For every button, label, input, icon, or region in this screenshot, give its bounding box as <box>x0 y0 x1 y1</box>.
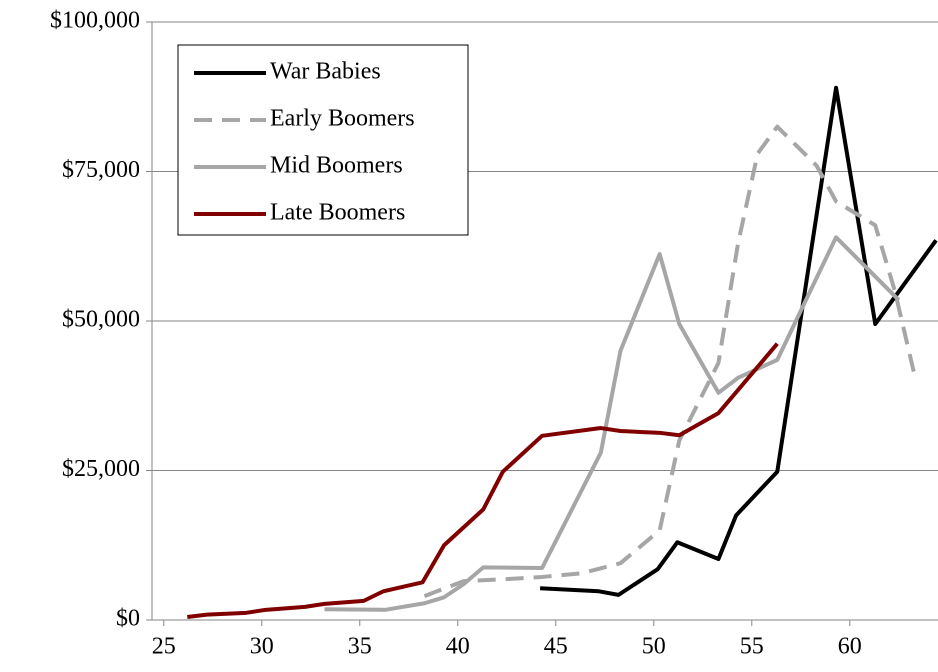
legend-label: Late Boomers <box>270 200 405 226</box>
x-tick-label: 25 <box>152 634 176 660</box>
x-tick-label: 45 <box>544 634 568 660</box>
x-tick-label: 60 <box>838 634 862 660</box>
legend-label: War Babies <box>270 59 381 85</box>
series-line <box>187 342 779 619</box>
series-line <box>539 85 938 597</box>
series-line <box>423 124 917 598</box>
y-tick-label: $100,000 <box>50 8 140 34</box>
legend-label: Mid Boomers <box>270 153 403 179</box>
plot-lines <box>187 85 938 619</box>
legend-label: Early Boomers <box>270 106 415 132</box>
x-tick-label: 55 <box>740 634 764 660</box>
x-tick-label: 30 <box>250 634 274 660</box>
y-tick-label: $75,000 <box>62 157 140 183</box>
x-tick-label: 35 <box>348 634 372 660</box>
x-tick-label: 50 <box>642 634 666 660</box>
y-tick-label: $50,000 <box>62 307 140 333</box>
y-tick-label: $0 <box>116 606 140 632</box>
legend-box <box>177 44 469 236</box>
series-line <box>324 235 901 612</box>
legend: War Babies Early Boomers Mid Boomers Late B… <box>177 44 469 236</box>
y-tick-label: $25,000 <box>62 456 140 482</box>
x-tick-label: 40 <box>446 634 470 660</box>
